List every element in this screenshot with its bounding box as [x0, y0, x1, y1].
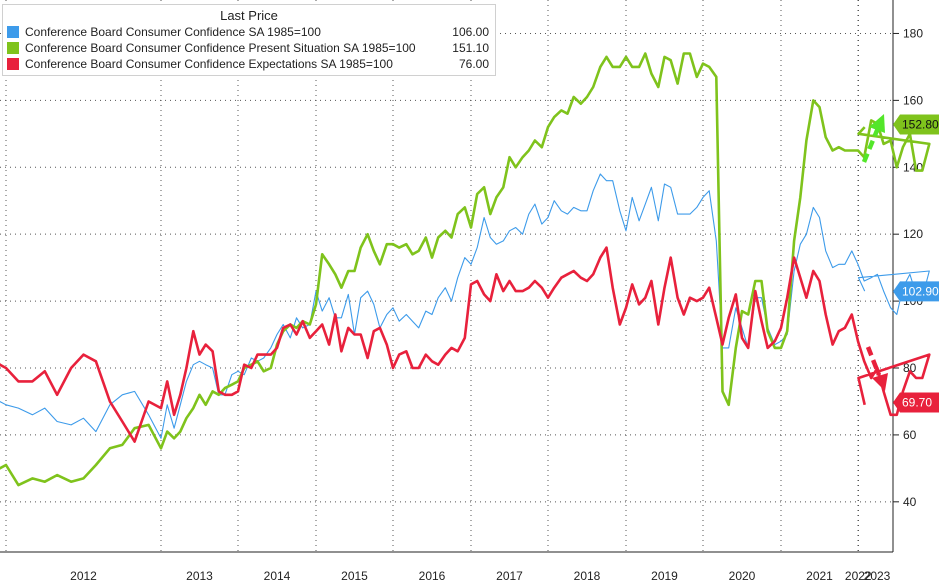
series-line-expectations	[0, 246, 931, 443]
down-trend-arrowhead-icon	[872, 373, 888, 391]
x-tick-label: 2014	[264, 569, 291, 583]
legend-row-expectations: Conference Board Consumer Confidence Exp…	[7, 56, 489, 72]
gridlines	[0, 0, 893, 552]
trend-arrows	[861, 114, 888, 391]
x-tick-label: 2012	[70, 569, 97, 583]
x-tick-label: 2017	[496, 569, 523, 583]
x-tick-label: 2013	[186, 569, 213, 583]
legend-row-overall: Conference Board Consumer Confidence SA …	[7, 24, 489, 40]
y-tick-label: 120	[903, 227, 923, 241]
x-tick-label: 2023	[864, 569, 891, 583]
legend-value-expectations: 76.00	[458, 57, 489, 71]
y-tick-label: 140	[903, 160, 923, 174]
last-value-flag-present-situation: 152.80	[893, 114, 939, 135]
x-tick-label: 2016	[419, 569, 446, 583]
x-tick-label: 2015	[341, 569, 368, 583]
last-value-flag-expectations: 69.70	[893, 392, 939, 413]
y-tick-label: 80	[903, 361, 917, 375]
y-axis-ticks: 406080100120140160180	[893, 26, 923, 509]
legend-title: Last Price	[220, 8, 278, 23]
legend-name-present-situation: Conference Board Consumer Confidence Pre…	[25, 41, 416, 55]
up-trend-arrow-icon	[861, 127, 881, 163]
series-line-present-situation	[0, 52, 931, 487]
series-layer	[0, 52, 931, 487]
y-tick-label: 60	[903, 428, 917, 442]
up-trend-arrowhead-icon	[869, 114, 885, 133]
legend-swatch-overall	[7, 26, 19, 38]
x-axis-ticks: 2012 2013 2014 2015 2016 2017 2018 2019 2020 2021…	[70, 569, 891, 583]
flag-value: 152.80	[902, 117, 939, 131]
legend-swatch-present-situation	[7, 42, 19, 54]
flag-shape	[893, 281, 939, 302]
legend-swatch-expectations	[7, 58, 19, 70]
last-value-flags: 102.90 152.80 69.70	[893, 114, 939, 413]
x-tick-label: 2019	[651, 569, 678, 583]
legend-name-expectations: Conference Board Consumer Confidence Exp…	[25, 57, 393, 71]
last-value-flag-overall: 102.90	[893, 281, 939, 302]
flag-shape	[893, 392, 939, 413]
series-line-overall	[0, 173, 930, 439]
y-tick-label: 180	[903, 26, 923, 40]
y-tick-label: 40	[903, 495, 917, 509]
flag-value: 102.90	[902, 284, 939, 298]
x-tick-label: 2021	[806, 569, 833, 583]
chart-legend: Last Price Conference Board Consumer Con…	[2, 4, 496, 76]
flag-value: 69.70	[902, 395, 932, 409]
legend-name-overall: Conference Board Consumer Confidence SA …	[25, 25, 321, 39]
x-tick-label: 2020	[729, 569, 756, 583]
legend-row-present-situation: Conference Board Consumer Confidence Pre…	[7, 40, 489, 56]
y-tick-label: 160	[903, 93, 923, 107]
legend-value-overall: 106.00	[452, 25, 489, 39]
x-tick-label: 2022	[845, 569, 872, 583]
legend-value-present-situation: 151.10	[452, 41, 489, 55]
down-trend-arrow-icon	[865, 346, 882, 376]
x-tick-label: 2018	[574, 569, 601, 583]
flag-shape	[893, 114, 939, 135]
